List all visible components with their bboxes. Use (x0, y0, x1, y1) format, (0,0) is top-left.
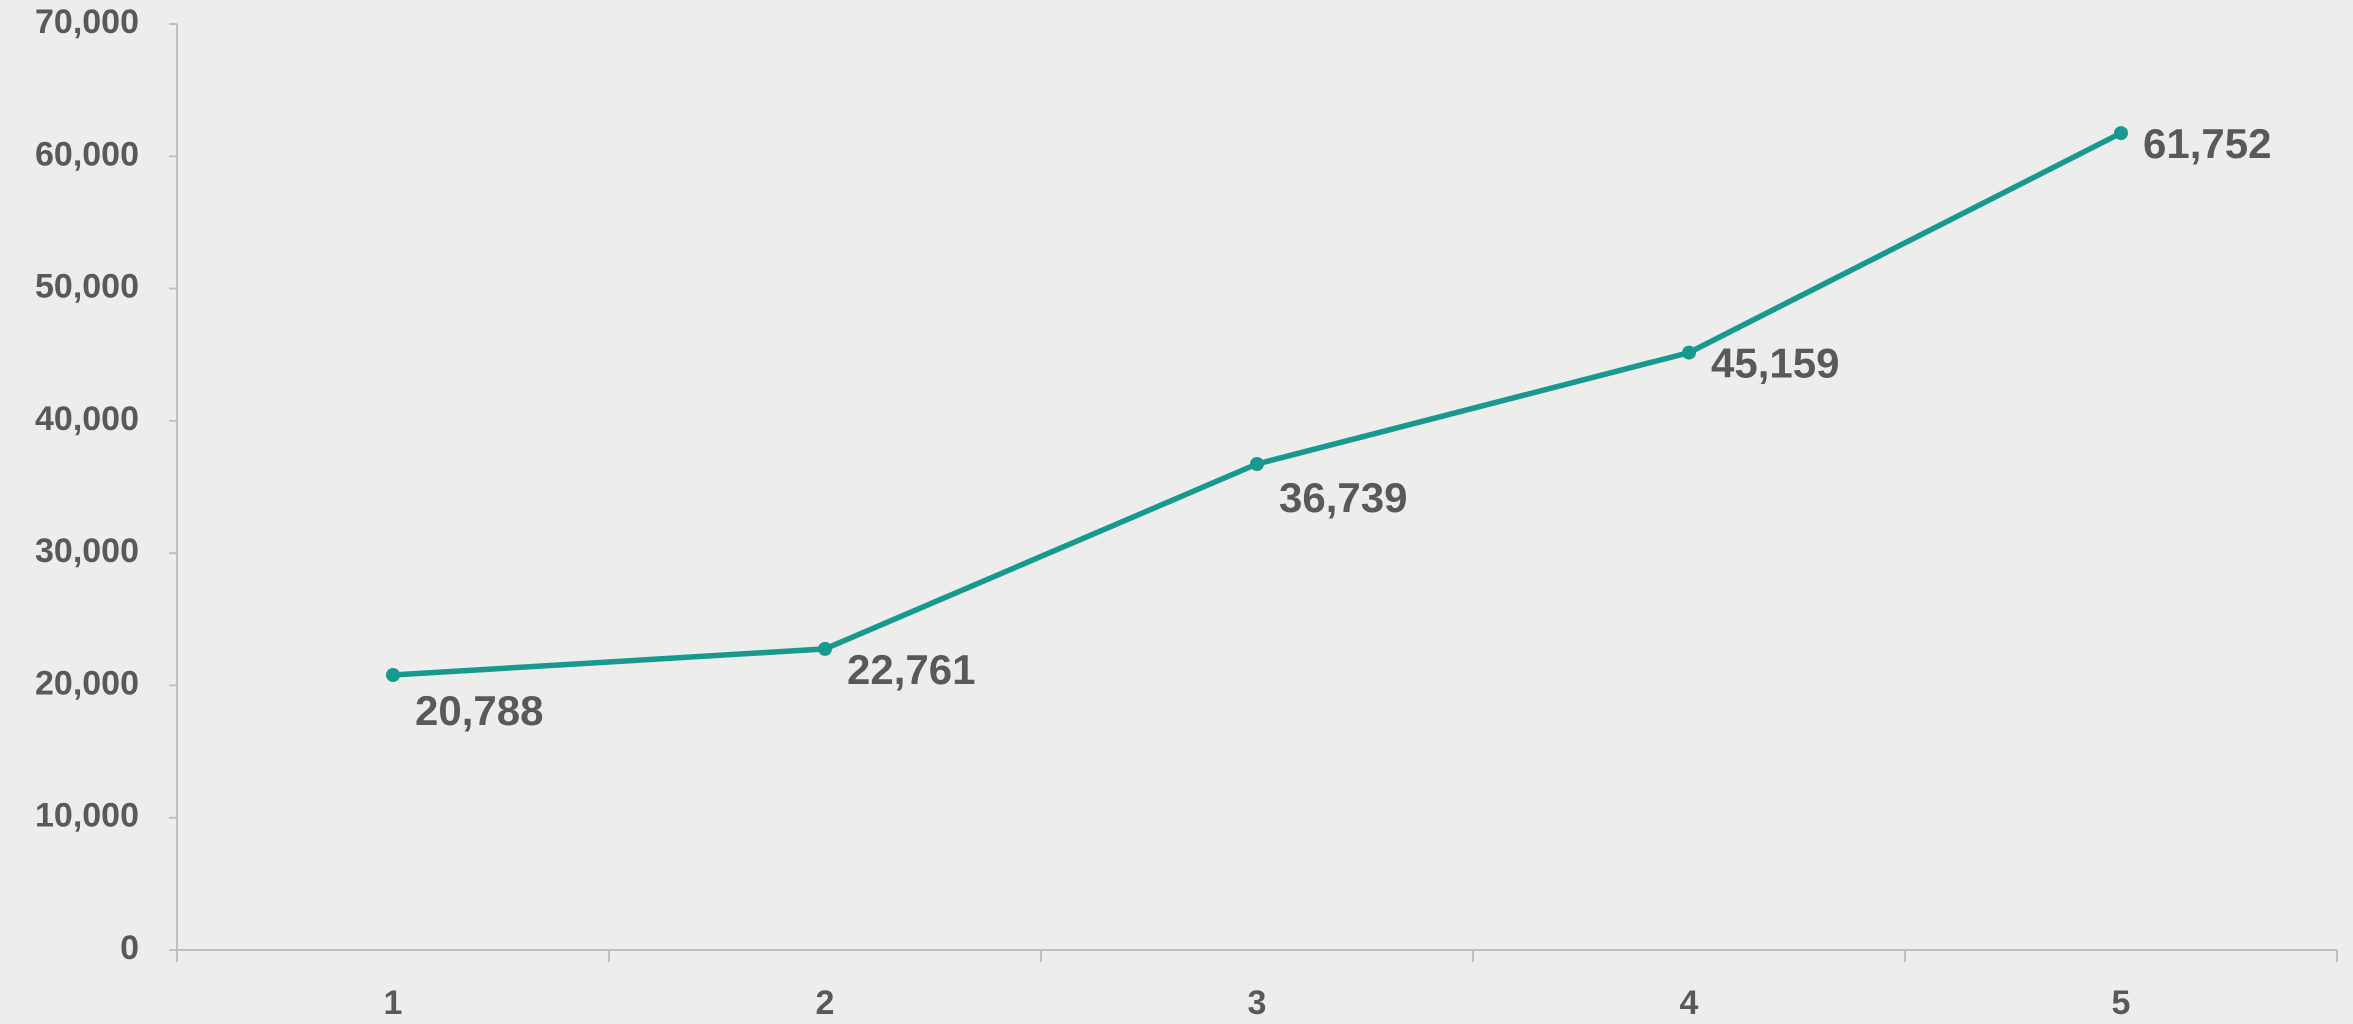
y-tick-label: 60,000 (35, 135, 139, 173)
x-tick-label: 2 (816, 984, 835, 1022)
data-label: 36,739 (1279, 474, 1407, 521)
y-tick-label: 20,000 (35, 664, 139, 702)
y-tick-label: 0 (120, 929, 139, 967)
data-point (1682, 345, 1696, 360)
data-point (818, 641, 832, 656)
data-point (1250, 456, 1264, 471)
y-tick-label: 40,000 (35, 400, 139, 438)
y-tick-label: 30,000 (35, 532, 139, 570)
data-label: 45,159 (1711, 340, 1839, 387)
data-label: 61,752 (2143, 120, 2271, 167)
y-tick-label: 70,000 (35, 3, 139, 41)
series-line (392, 130, 2123, 678)
x-tick-label: 5 (2112, 984, 2131, 1022)
data-label: 20,788 (415, 687, 543, 734)
x-tick-label: 1 (384, 984, 403, 1022)
y-tick-label: 10,000 (35, 797, 139, 835)
data-point (386, 668, 400, 683)
y-tick-label: 50,000 (35, 268, 139, 306)
x-tick-label: 3 (1248, 984, 1267, 1022)
data-point (2114, 126, 2128, 141)
data-label: 22,761 (847, 646, 975, 693)
x-tick-label: 4 (1680, 984, 1699, 1022)
